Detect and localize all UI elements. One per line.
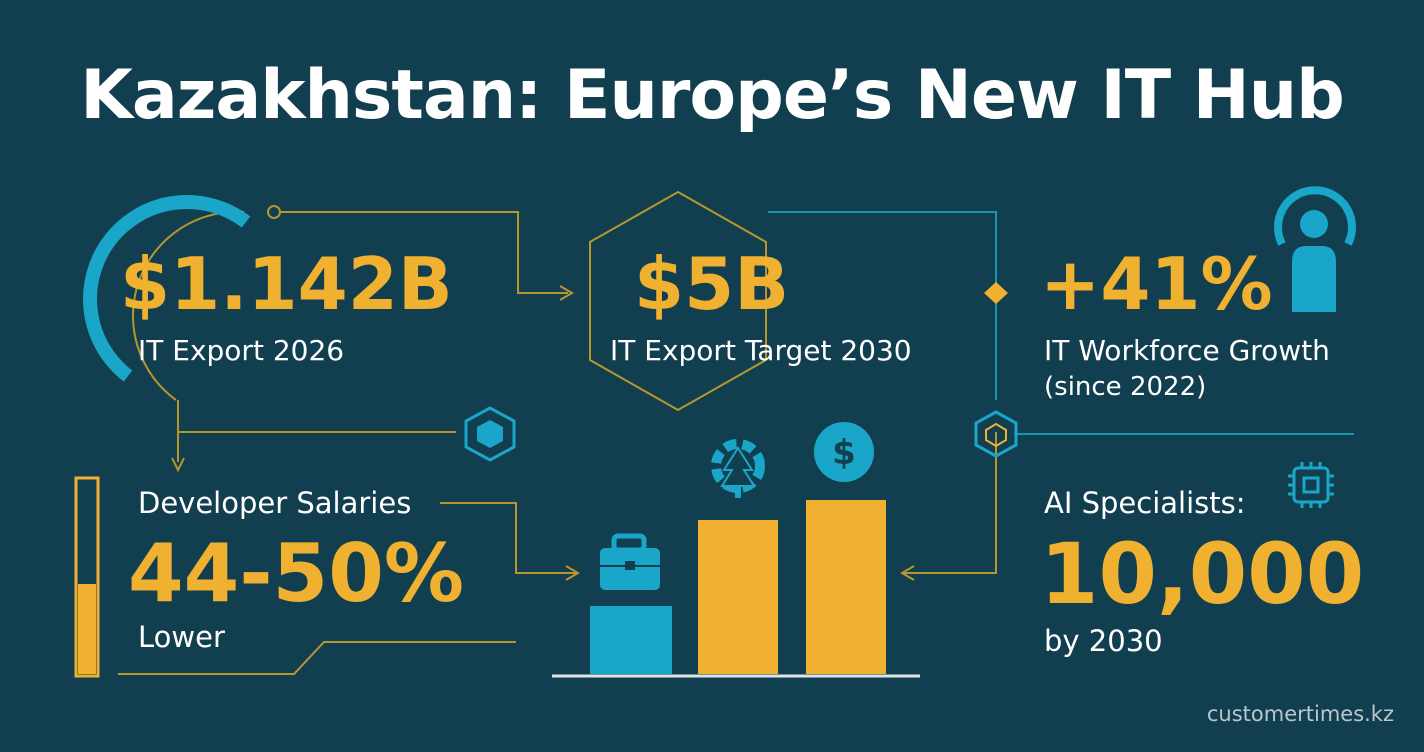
hexagon-frame [589, 190, 767, 412]
person-icon [1274, 186, 1356, 312]
export-2026-value: $1.142B [120, 242, 453, 326]
page-title: Kazakhstan: Europe’s New IT Hub [80, 56, 1345, 135]
bar-right [806, 500, 886, 674]
salaries-value: 44-50% [128, 527, 465, 620]
bar-middle [698, 520, 778, 674]
dollar-coin-icon: $ [814, 422, 874, 482]
gear-icon [711, 439, 765, 498]
salaries-label: Lower [138, 620, 225, 654]
hexagon-icon [974, 410, 1018, 458]
export-2026-label: IT Export 2026 [138, 334, 345, 367]
salary-gauge [74, 476, 100, 678]
export-target-label: IT Export Target 2030 [610, 334, 912, 367]
ai-label: by 2030 [1044, 624, 1163, 658]
workforce-growth-label: IT Workforce Growth [1044, 334, 1330, 367]
export-target-value: $5B [634, 242, 790, 326]
workforce-growth-sublabel: (since 2022) [1044, 372, 1207, 402]
hexagon-icon [464, 406, 516, 462]
connector-node [267, 205, 281, 219]
salaries-heading: Developer Salaries [138, 486, 412, 520]
ring-progress [83, 195, 251, 382]
dollar-symbol: $ [832, 433, 856, 473]
connector-lines-cyan [552, 211, 1354, 678]
ai-value: 10,000 [1040, 525, 1365, 623]
ring-outline [132, 210, 245, 401]
ai-heading: AI Specialists: [1044, 486, 1246, 520]
bar-cyan [590, 606, 672, 674]
briefcase-icon [600, 533, 660, 590]
connector-lines [118, 205, 997, 675]
source-credit: customertimes.kz [1206, 702, 1394, 726]
chip-icon [1288, 462, 1334, 508]
diamond-marker [984, 282, 1008, 304]
bar-illustration [590, 500, 886, 674]
workforce-growth-value: +41% [1040, 242, 1273, 326]
